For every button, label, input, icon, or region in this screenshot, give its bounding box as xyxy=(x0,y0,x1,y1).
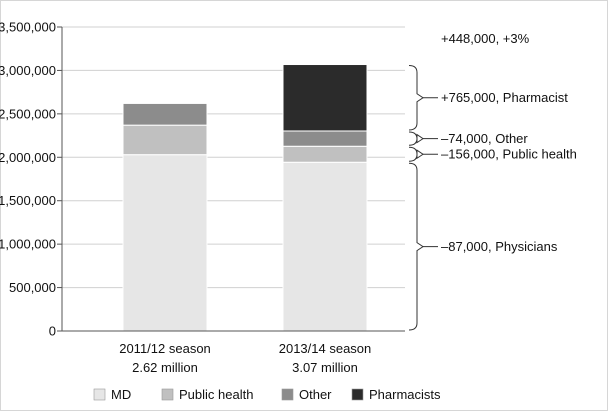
bar-segment-pharmacists xyxy=(282,64,368,132)
y-tick-label: 500,000 xyxy=(9,280,56,295)
x-category-label: 2013/14 season xyxy=(279,341,372,356)
annotation-label: +765,000, Pharmacist xyxy=(441,90,568,105)
bar-segment-md xyxy=(282,161,368,332)
annotation-label: –74,000, Other xyxy=(441,131,528,146)
x-category-sublabel: 3.07 million xyxy=(292,360,358,375)
y-tick-label: 3,000,000 xyxy=(0,63,56,78)
legend-swatch-other xyxy=(281,388,294,401)
bar-segment-other xyxy=(122,102,208,126)
annotation-label: –156,000, Public health xyxy=(441,147,577,162)
y-tick-label: 3,500,000 xyxy=(0,20,56,35)
bar-layer xyxy=(122,64,368,332)
annotation-total-change: +448,000, +3% xyxy=(441,31,530,46)
legend-label: Public health xyxy=(179,387,253,402)
annotation-label: –87,000, Physicians xyxy=(441,239,558,254)
label-layer: 0 500,000 1,000,000 1,500,000 2,000,000 2,500… xyxy=(0,20,371,376)
legend-swatch-md xyxy=(93,388,106,401)
y-tick-label: 0 xyxy=(49,324,56,339)
x-category-sublabel: 2.62 million xyxy=(132,360,198,375)
y-tick-label: 1,500,000 xyxy=(0,193,56,208)
legend-label: Pharmacists xyxy=(369,387,441,402)
annotation-layer: +448,000, +3% +765,000, Pharmacist –74,000… xyxy=(408,31,577,331)
x-category-label: 2011/12 season xyxy=(119,341,211,356)
y-tick-label: 2,000,000 xyxy=(0,150,56,165)
bar-segment-public-health xyxy=(122,124,208,156)
legend-swatch-pharmacists xyxy=(351,388,364,401)
legend-layer: MD Public health Other Pharmacists xyxy=(93,387,441,402)
legend-swatch-public-health xyxy=(161,388,174,401)
y-tick-label: 2,500,000 xyxy=(0,106,56,121)
bar-segment-public-health xyxy=(282,145,368,163)
legend-label: Other xyxy=(299,387,332,402)
bar-segment-md xyxy=(122,154,208,332)
axis-layer xyxy=(57,26,405,332)
y-tick-label: 1,000,000 xyxy=(0,237,56,252)
bar-segment-other xyxy=(282,130,368,147)
legend-label: MD xyxy=(111,387,131,402)
